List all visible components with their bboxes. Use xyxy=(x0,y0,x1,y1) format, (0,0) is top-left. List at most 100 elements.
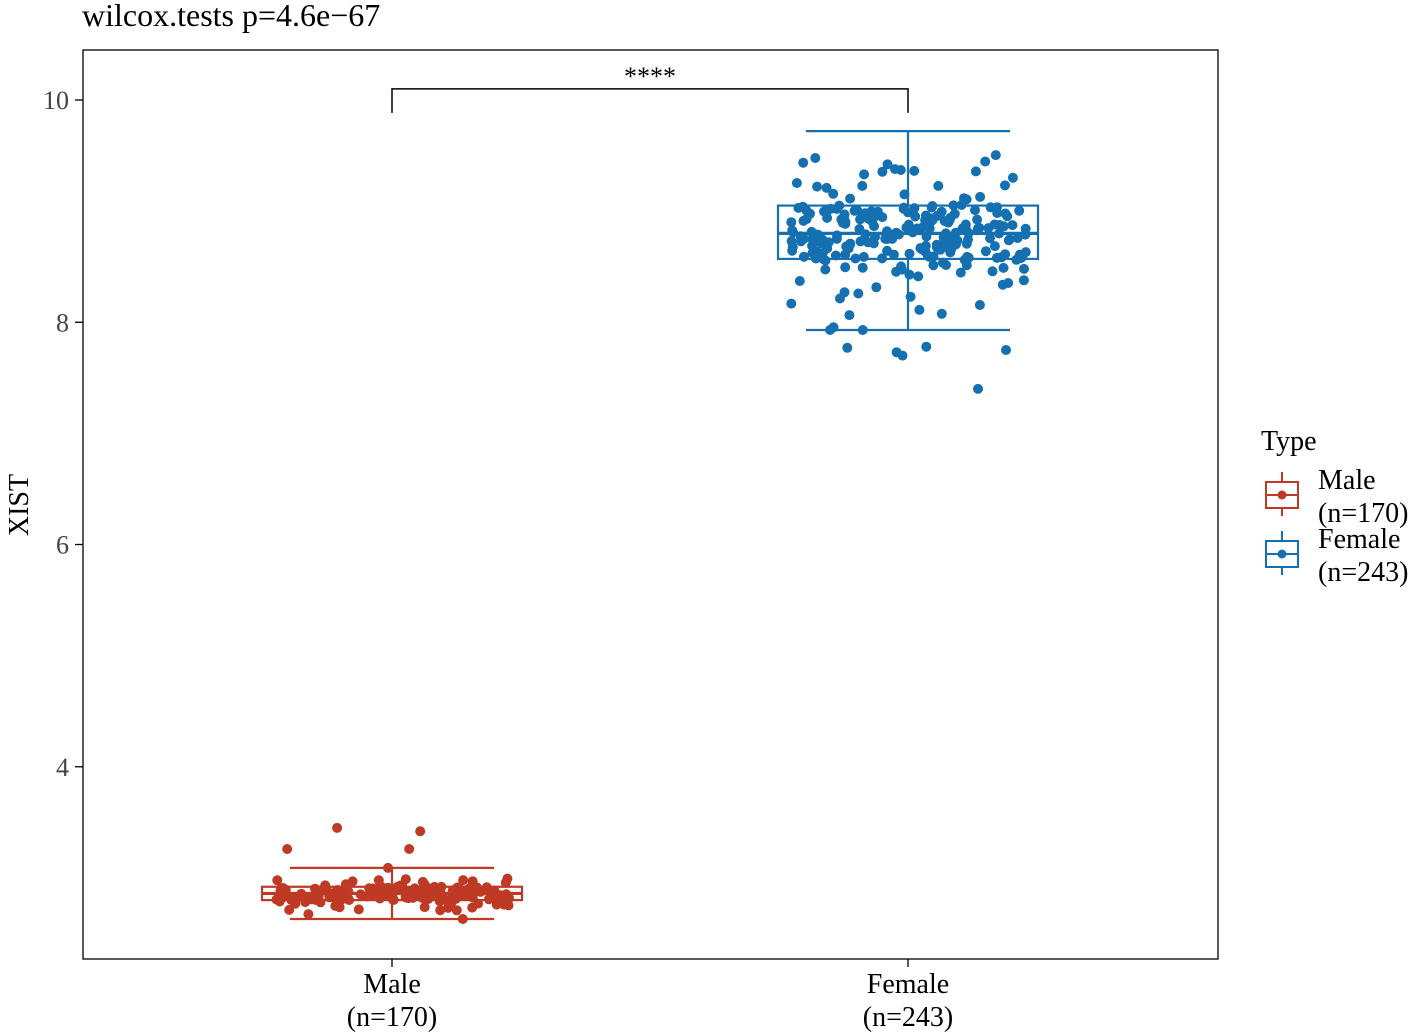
data-point xyxy=(1002,211,1013,222)
data-point xyxy=(458,875,469,886)
data-point xyxy=(404,844,415,854)
data-point xyxy=(972,214,983,225)
data-point xyxy=(823,237,834,248)
data-point xyxy=(877,212,888,223)
significance-label: **** xyxy=(624,62,676,91)
data-point xyxy=(928,260,939,271)
data-point xyxy=(853,288,864,299)
data-point xyxy=(914,304,925,315)
data-point xyxy=(786,217,797,228)
data-point xyxy=(820,255,831,266)
data-point xyxy=(798,157,809,168)
data-point xyxy=(816,238,826,249)
significance-bracket: **** xyxy=(391,62,909,113)
data-point xyxy=(909,165,920,176)
legend-item-female: Female(n=243) xyxy=(1265,524,1408,588)
plot-panel xyxy=(82,49,1219,960)
legend-key-point xyxy=(1277,490,1287,500)
data-point xyxy=(972,223,983,234)
data-point xyxy=(970,166,981,177)
data-point xyxy=(896,261,907,272)
data-point xyxy=(845,193,856,204)
data-point xyxy=(791,178,802,188)
data-point xyxy=(821,182,832,193)
data-point xyxy=(974,300,985,310)
data-point xyxy=(987,266,998,277)
data-point xyxy=(904,269,915,280)
data-point xyxy=(962,251,973,262)
data-point xyxy=(415,826,426,837)
data-point xyxy=(998,221,1009,232)
data-point xyxy=(913,271,924,282)
data-point xyxy=(284,904,295,915)
data-point xyxy=(960,219,971,230)
data-point xyxy=(945,247,956,258)
data-point xyxy=(901,222,912,233)
data-point xyxy=(895,165,906,175)
x-tick-label: Male xyxy=(363,969,421,1000)
data-point xyxy=(272,875,283,886)
data-point xyxy=(916,244,927,255)
data-point xyxy=(880,233,891,244)
data-point xyxy=(903,207,913,218)
data-point xyxy=(849,205,860,216)
data-point xyxy=(941,260,951,270)
data-point xyxy=(331,896,342,907)
data-point xyxy=(868,212,879,223)
data-point xyxy=(796,236,806,247)
data-point xyxy=(938,237,949,248)
data-point xyxy=(499,899,510,910)
data-point xyxy=(990,150,1001,161)
data-point xyxy=(801,214,812,225)
data-point xyxy=(810,153,821,163)
box-male xyxy=(260,866,524,921)
data-point xyxy=(343,886,354,897)
data-point xyxy=(920,210,931,221)
legend-label-count: (n=243) xyxy=(1318,557,1408,588)
data-point xyxy=(936,308,947,319)
data-point xyxy=(985,233,995,244)
legend-item-male: Male(n=170) xyxy=(1265,465,1408,529)
data-point xyxy=(500,877,511,888)
data-point xyxy=(869,221,880,232)
data-point xyxy=(786,298,797,309)
legend-label: Female xyxy=(1318,524,1400,555)
data-point xyxy=(840,262,851,273)
data-point xyxy=(871,282,882,293)
data-point xyxy=(980,156,991,167)
data-point xyxy=(1014,205,1025,216)
data-point xyxy=(451,905,462,916)
data-point xyxy=(931,242,942,253)
data-point xyxy=(842,342,853,353)
data-point xyxy=(980,246,991,257)
data-point xyxy=(855,236,866,247)
data-point xyxy=(1004,234,1015,245)
data-point xyxy=(857,180,868,191)
data-point xyxy=(997,279,1008,290)
data-point xyxy=(921,341,932,352)
legend: Type Male(n=170)Female(n=243) xyxy=(1261,426,1408,588)
chart-title: wilcox.tests p=4.6e−67 xyxy=(82,0,380,33)
data-point xyxy=(1018,275,1029,286)
data-point xyxy=(952,235,963,246)
y-tick-label: 10 xyxy=(43,86,69,115)
data-point xyxy=(882,159,893,170)
significance-line xyxy=(391,88,909,113)
data-point xyxy=(936,206,947,217)
data-point xyxy=(799,251,809,262)
data-point xyxy=(839,209,850,220)
data-point xyxy=(303,909,314,920)
data-point xyxy=(859,169,870,180)
data-point xyxy=(858,251,869,262)
data-point xyxy=(1020,223,1031,234)
data-point xyxy=(1007,220,1018,231)
data-point xyxy=(794,276,805,286)
data-point xyxy=(998,262,1009,273)
data-point xyxy=(973,383,983,394)
data-point xyxy=(877,166,888,177)
y-axis-label: XIST xyxy=(4,474,35,536)
data-point xyxy=(955,267,966,278)
data-point xyxy=(992,202,1002,213)
data-point xyxy=(332,822,343,833)
